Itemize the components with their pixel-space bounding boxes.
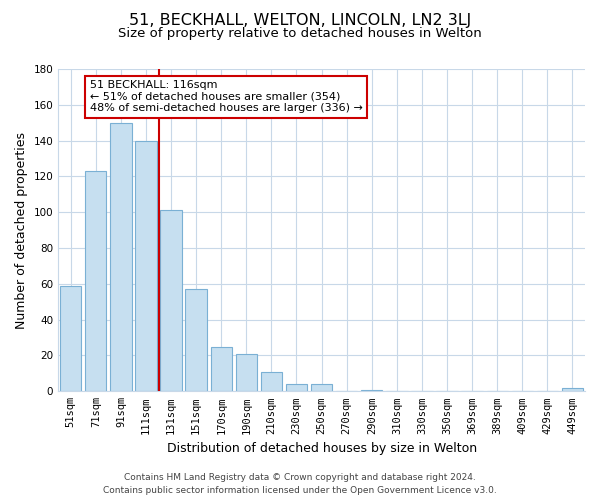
Text: Size of property relative to detached houses in Welton: Size of property relative to detached ho… xyxy=(118,28,482,40)
Bar xyxy=(136,140,157,392)
Bar xyxy=(211,346,232,392)
Bar xyxy=(236,354,257,392)
Bar xyxy=(286,384,307,392)
Bar xyxy=(562,388,583,392)
Bar xyxy=(160,210,182,392)
Text: Contains HM Land Registry data © Crown copyright and database right 2024.
Contai: Contains HM Land Registry data © Crown c… xyxy=(103,473,497,495)
X-axis label: Distribution of detached houses by size in Welton: Distribution of detached houses by size … xyxy=(167,442,476,455)
Bar xyxy=(110,122,131,392)
Bar xyxy=(60,286,82,392)
Text: 51, BECKHALL, WELTON, LINCOLN, LN2 3LJ: 51, BECKHALL, WELTON, LINCOLN, LN2 3LJ xyxy=(129,12,471,28)
Bar xyxy=(261,372,282,392)
Text: 51 BECKHALL: 116sqm
← 51% of detached houses are smaller (354)
48% of semi-detac: 51 BECKHALL: 116sqm ← 51% of detached ho… xyxy=(90,80,362,114)
Bar xyxy=(85,171,106,392)
Bar xyxy=(311,384,332,392)
Bar xyxy=(185,289,207,392)
Y-axis label: Number of detached properties: Number of detached properties xyxy=(15,132,28,328)
Bar xyxy=(361,390,382,392)
